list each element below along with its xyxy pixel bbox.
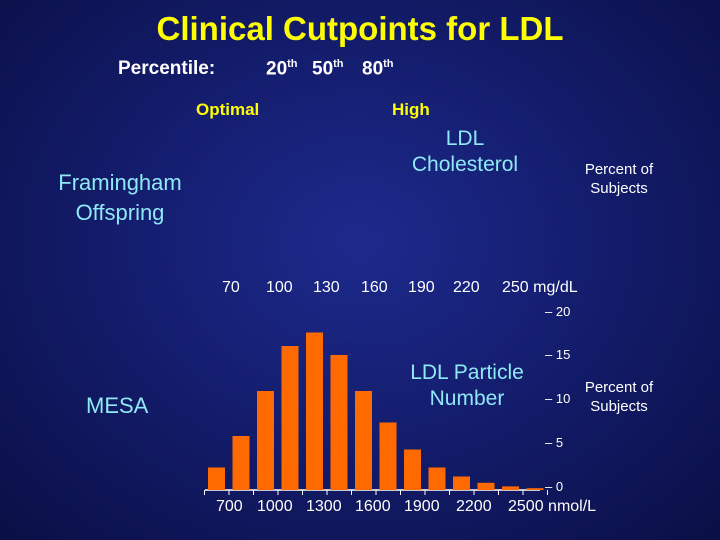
bottom-xtick-700: 700 — [216, 498, 243, 515]
histogram-bar-7 — [379, 422, 397, 490]
top-xtick-160: 160 — [361, 279, 388, 296]
ytick-10: – 10 — [545, 391, 571, 406]
top-xtick-70: 70 — [222, 279, 240, 296]
histogram-bar-9 — [428, 467, 446, 490]
ytick-5: – 5 — [545, 435, 564, 450]
ldl-particle-number-label: LDL Particle Number — [410, 361, 524, 410]
histogram-bar-3 — [281, 346, 299, 490]
percentile-80th: 80th — [362, 58, 394, 80]
histogram-bar-12 — [502, 486, 519, 490]
bottom-xtick-1300: 1300 — [306, 498, 342, 515]
optimal-label: Optimal — [196, 100, 260, 119]
bottom-xtick-1000: 1000 — [257, 498, 293, 515]
percentile-20th: 20th — [266, 58, 298, 80]
bottom-xtick-1600: 1600 — [355, 498, 391, 515]
high-label: High — [392, 100, 430, 119]
bottom-x-unit: 2500 nmol/L — [508, 498, 597, 515]
percentile-50th: 50th — [312, 58, 344, 80]
bottom-percent-of-subjects-label: Percent of Subjects — [584, 379, 654, 415]
histogram-bar-10 — [453, 476, 470, 490]
histogram-bar-6 — [355, 391, 372, 490]
histogram-bar-5 — [330, 355, 348, 490]
bottom-xtick-2200: 2200 — [456, 498, 492, 515]
histogram-bar-13 — [526, 488, 544, 490]
top-percent-of-subjects-label: Percent of Subjects — [584, 161, 654, 197]
top-xtick-130: 130 — [313, 279, 340, 296]
histogram-bar-4 — [306, 332, 323, 490]
top-xtick-220: 220 — [453, 279, 480, 296]
percentile-label: Percentile: — [118, 58, 216, 79]
top-xtick-100: 100 — [266, 279, 293, 296]
histogram-bar-0 — [208, 467, 225, 490]
top-xtick-190: 190 — [408, 279, 435, 296]
histogram-bar-1 — [232, 436, 250, 490]
top-x-unit: 250 mg/dL — [502, 279, 578, 296]
slide-title: Clinical Cutpoints for LDL — [156, 10, 564, 47]
bottom-xtick-1900: 1900 — [404, 498, 440, 515]
ytick-0: – 0 — [545, 479, 564, 494]
histogram-bar-2 — [257, 391, 274, 490]
ldl-cholesterol-label: LDL Cholesterol — [411, 127, 519, 176]
framingham-offspring-label: Framingham Offspring — [58, 170, 182, 225]
histogram-bar-11 — [477, 482, 495, 490]
ytick-20: – 20 — [545, 304, 571, 319]
histogram-bar-8 — [404, 449, 421, 490]
mesa-label: MESA — [86, 393, 149, 418]
ytick-15: – 15 — [545, 347, 571, 362]
